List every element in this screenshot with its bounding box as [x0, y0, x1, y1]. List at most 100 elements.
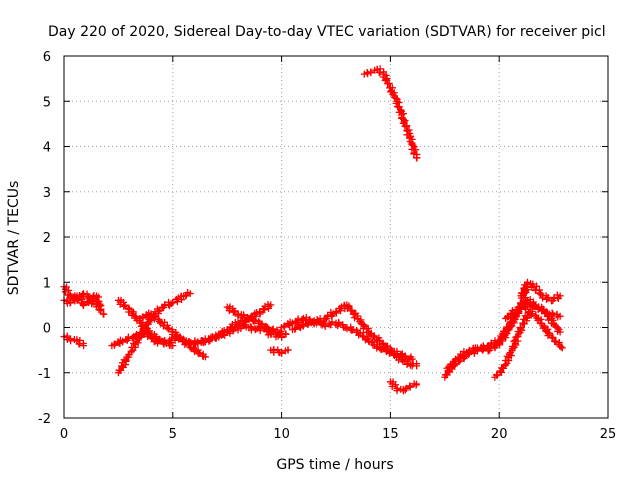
data-point: [392, 381, 400, 389]
data-point: [546, 330, 554, 338]
data-point: [359, 332, 367, 340]
data-point: [345, 303, 353, 311]
data-point: [66, 299, 74, 307]
data-point: [405, 126, 413, 134]
y-tick-labels: -2 -1 0 1 2 3 4 5 6: [38, 50, 51, 427]
data-point: [67, 337, 75, 345]
data-point: [260, 324, 268, 332]
data-point: [194, 340, 202, 348]
data-point: [388, 84, 396, 92]
data-point: [478, 345, 486, 353]
data-point: [504, 313, 512, 321]
data-point: [256, 308, 264, 316]
data-point: [493, 371, 501, 379]
data-point: [367, 69, 375, 77]
data-point: [251, 316, 259, 324]
data-point: [206, 336, 214, 344]
data-point: [548, 309, 556, 317]
y-tick-label: 5: [43, 95, 51, 110]
data-point: [63, 336, 71, 344]
series-track-17: [491, 307, 566, 381]
data-point: [80, 342, 88, 350]
data-point: [118, 362, 126, 370]
data-point: [278, 333, 286, 341]
x-tick-label: 25: [600, 427, 617, 442]
data-point: [321, 322, 329, 330]
data-point: [75, 292, 83, 300]
data-point: [556, 292, 564, 300]
data-point: [400, 118, 408, 126]
y-tick-label: -1: [38, 367, 51, 382]
data-point: [97, 306, 105, 314]
data-point: [516, 303, 524, 311]
data-point: [349, 325, 357, 333]
series-track-9: [223, 300, 275, 323]
data-point: [378, 339, 386, 347]
data-point: [99, 310, 107, 318]
data-point: [557, 343, 565, 351]
data-point: [495, 337, 503, 345]
data-point: [401, 386, 409, 394]
data-point: [382, 75, 390, 83]
data-point: [390, 350, 398, 358]
data-point: [523, 313, 531, 321]
y-tick-label: 1: [43, 276, 51, 291]
series-track-16: [443, 300, 564, 372]
data-point: [96, 302, 104, 310]
series-track-13: [386, 378, 421, 395]
data-point: [556, 328, 564, 336]
y-tick-label: 6: [43, 50, 51, 65]
data-point: [169, 342, 177, 350]
data-point: [277, 328, 285, 336]
data-point: [512, 341, 520, 349]
data-point: [186, 290, 194, 298]
series-track-2: [60, 292, 108, 318]
data-point: [519, 319, 527, 327]
data-point: [313, 319, 321, 327]
y-tick-label: -2: [38, 412, 51, 427]
chart-title: Day 220 of 2020, Sidereal Day-to-day VTE…: [48, 24, 606, 40]
data-point: [259, 306, 267, 314]
data-point: [61, 288, 69, 296]
data-point: [445, 364, 453, 372]
data-point: [517, 289, 525, 297]
data-point: [236, 319, 244, 327]
data-point: [156, 307, 164, 315]
data-point: [120, 302, 128, 310]
data-point: [282, 330, 290, 338]
series-track-14: [360, 65, 421, 162]
data-point: [558, 344, 566, 352]
data-point: [132, 332, 140, 340]
data-point: [251, 326, 259, 334]
series-track-10: [267, 345, 292, 357]
data-point: [347, 306, 355, 314]
data-point: [343, 325, 351, 333]
data-point: [402, 384, 410, 392]
data-point: [556, 312, 564, 320]
data-point: [441, 371, 449, 379]
data-point: [413, 360, 421, 368]
series-track-12: [288, 316, 421, 370]
data-point: [486, 342, 494, 350]
series-track-19: [502, 296, 564, 322]
data-point: [229, 308, 237, 316]
data-point: [160, 304, 168, 312]
x-axis-label: GPS time / hours: [276, 457, 393, 473]
data-point: [89, 298, 97, 306]
data-point: [161, 338, 169, 346]
data-point: [191, 348, 199, 356]
data-point: [121, 301, 129, 309]
y-tick-label: 4: [43, 141, 51, 156]
data-point: [393, 387, 401, 395]
data-point: [507, 318, 515, 326]
data-point: [280, 323, 288, 331]
data-point: [169, 299, 177, 307]
data-point: [465, 351, 473, 359]
data-point: [110, 341, 118, 349]
data-point: [227, 324, 235, 332]
data-point: [291, 325, 299, 333]
data-point: [401, 122, 409, 130]
data-point: [520, 284, 528, 292]
data-point: [455, 358, 463, 366]
